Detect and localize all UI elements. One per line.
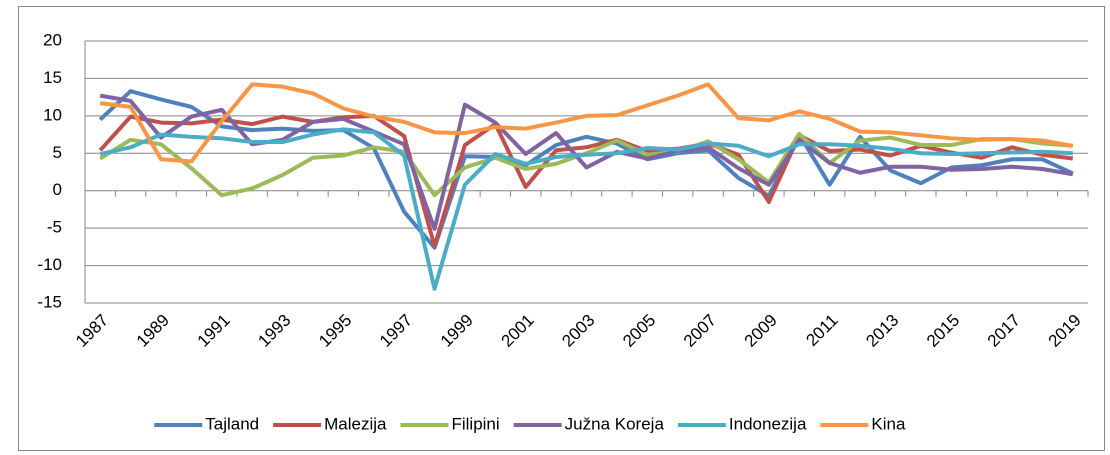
y-tick-label: -15 — [37, 292, 62, 311]
legend-label: Malezija — [324, 414, 387, 433]
series-line — [98, 113, 1074, 249]
y-tick-label: -10 — [37, 255, 62, 274]
y-tick-label: 5 — [53, 143, 62, 162]
series-line — [98, 89, 1074, 250]
legend-label: Kina — [871, 414, 906, 433]
series-line — [99, 82, 1074, 164]
y-tick-label: 20 — [43, 30, 62, 49]
legend-label: Tajland — [205, 414, 259, 433]
y-tick-label: 0 — [53, 180, 62, 199]
legend-label: Filipini — [451, 414, 499, 433]
y-tick-label: -5 — [47, 218, 62, 237]
legend-label: Južna Koreja — [565, 414, 665, 433]
series-line — [99, 127, 1073, 291]
legend-label: Indonezija — [729, 414, 807, 433]
legend: Tajland Malezija Filipini Južna Koreja Indon… — [154, 414, 906, 433]
y-tick-label: 15 — [43, 68, 62, 87]
y-tick-label: 10 — [43, 105, 62, 124]
